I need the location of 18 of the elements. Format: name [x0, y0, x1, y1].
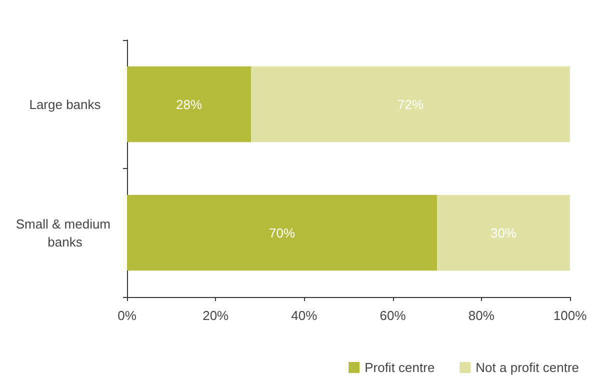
data-label: 70% [269, 225, 296, 240]
y-tick-label: Large banks [29, 96, 102, 112]
x-tick-label: 20% [202, 308, 230, 323]
x-tick-label: 40% [291, 308, 318, 323]
bar [127, 66, 252, 142]
y-tick-label: Small & medium banks [16, 216, 114, 250]
data-label: 28% [176, 96, 202, 112]
x-tick-label: 60% [380, 308, 406, 323]
x-tick-label: 100% [553, 308, 588, 323]
legend-label: Profit centre [364, 360, 435, 375]
bar [437, 194, 570, 271]
x-tick-label: 0% [118, 308, 137, 323]
data-label: 72% [398, 96, 424, 112]
bar [251, 66, 570, 142]
legend-label: Not a profit centre [476, 360, 579, 375]
data-label: 30% [490, 225, 517, 240]
x-tick-label: 80% [468, 308, 495, 323]
bar [127, 194, 438, 271]
